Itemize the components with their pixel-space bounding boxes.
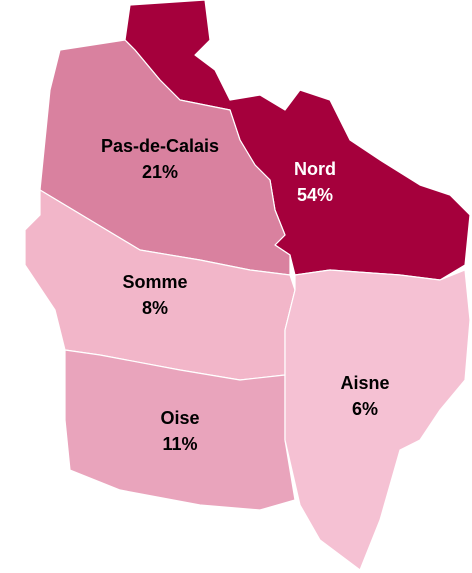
region — [64, 349, 296, 511]
region-name: Oise — [160, 408, 199, 428]
region — [284, 269, 471, 571]
region-name: Pas-de-Calais — [101, 136, 219, 156]
region-name: Aisne — [340, 373, 389, 393]
region-name: Nord — [294, 159, 336, 179]
region-name: Somme — [122, 272, 187, 292]
region-value-label: 21% — [142, 162, 178, 182]
region-value-label: 6% — [352, 399, 378, 419]
region-value-label: 8% — [142, 298, 168, 318]
region-value-label: 11% — [162, 434, 197, 454]
region-value-label: 54% — [297, 185, 333, 205]
